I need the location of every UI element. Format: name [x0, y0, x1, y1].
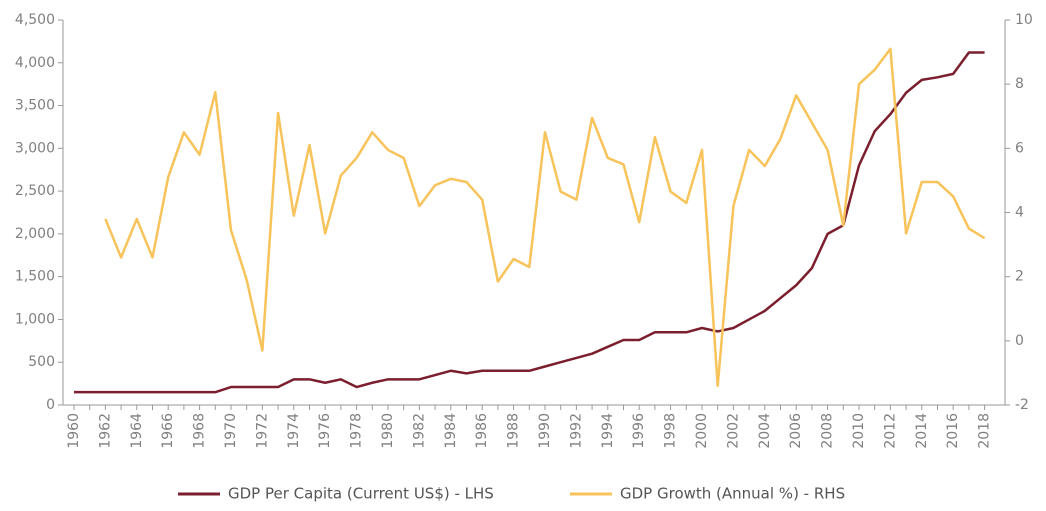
x-tick-label: 1962: [97, 413, 113, 449]
x-tick-label: 2010: [851, 413, 867, 449]
x-tick-label: 1970: [223, 413, 239, 449]
y2-tick-label: 6: [1015, 140, 1024, 156]
y-tick-label: 4,000: [15, 55, 55, 71]
x-tick-label: 1990: [537, 413, 553, 449]
x-tick-label: 2006: [788, 413, 804, 449]
y-tick-label: 1,500: [15, 269, 55, 285]
x-tick-label: 1978: [349, 413, 365, 449]
x-tick-label: 1966: [160, 413, 176, 449]
y-tick-label: 2,500: [15, 183, 55, 199]
x-tick-label: 2002: [725, 413, 741, 449]
y2-tick-label: -2: [1015, 397, 1029, 413]
x-tick-label: 2018: [977, 413, 993, 449]
x-tick-label: 1998: [663, 413, 679, 449]
y2-tick-label: 10: [1015, 12, 1033, 28]
y-tick-label: 3,000: [15, 140, 55, 156]
x-tick-label: 1992: [568, 413, 584, 449]
x-tick-label: 2014: [914, 413, 930, 449]
x-tick-label: 2016: [945, 413, 961, 449]
x-tick-label: 1980: [380, 413, 396, 449]
x-tick-label: 1994: [600, 413, 616, 449]
x-tick-label: 1972: [254, 413, 270, 449]
y-tick-label: 2,000: [15, 226, 55, 242]
x-tick-label: 2000: [694, 413, 710, 449]
y-tick-label: 3,500: [15, 98, 55, 114]
y-tick-label: 0: [46, 397, 55, 413]
y-tick-label: 1,000: [15, 311, 55, 327]
x-tick-label: 1976: [317, 413, 333, 449]
x-tick-label: 2004: [757, 413, 773, 449]
series-line: [73, 51, 985, 394]
x-tick-label: 1964: [129, 413, 145, 449]
y2-tick-label: 8: [1015, 76, 1024, 92]
x-tick-label: 2008: [820, 413, 836, 449]
legend-label: GDP Growth (Annual %) - RHS: [620, 485, 845, 503]
x-tick-label: 1982: [411, 413, 427, 449]
x-tick-label: 1996: [631, 413, 647, 449]
y-tick-label: 4,500: [15, 12, 55, 28]
legend-label: GDP Per Capita (Current US$) - LHS: [228, 485, 494, 503]
x-tick-label: 1960: [66, 413, 82, 449]
y2-tick-label: 2: [1015, 269, 1024, 285]
x-tick-label: 1986: [474, 413, 490, 449]
x-tick-label: 1968: [192, 413, 208, 449]
y-tick-label: 500: [28, 354, 55, 370]
x-tick-label: 1988: [506, 413, 522, 449]
x-tick-label: 1984: [443, 413, 459, 449]
y2-tick-label: 4: [1015, 205, 1024, 221]
series-line: [104, 47, 986, 387]
x-tick-label: 1974: [286, 413, 302, 449]
x-tick-label: 2012: [882, 413, 898, 449]
y2-tick-label: 0: [1015, 333, 1024, 349]
